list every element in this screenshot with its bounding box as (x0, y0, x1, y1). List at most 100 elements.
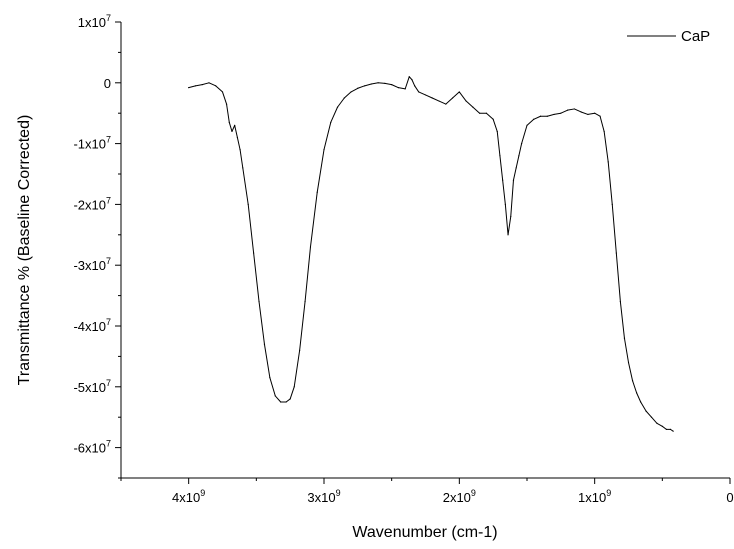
data-point (650, 416, 653, 418)
data-point (499, 155, 501, 157)
data-point (293, 386, 295, 388)
data-point (515, 167, 517, 169)
data-point (580, 111, 582, 113)
legend: CaP (627, 28, 710, 45)
x-tick-label: 2x109 (443, 488, 476, 505)
data-point (242, 167, 244, 169)
data-point (553, 113, 555, 116)
data-point (215, 85, 217, 87)
data-point (274, 395, 276, 397)
data-point (640, 401, 642, 403)
data-point (445, 103, 447, 105)
data-point (364, 85, 366, 87)
data-point (397, 87, 400, 89)
data-point (611, 203, 613, 205)
data-point (269, 377, 271, 379)
data-point (533, 118, 535, 120)
data-point (615, 252, 617, 254)
data-point (343, 97, 345, 99)
y-tick-label: -6x107 (73, 439, 111, 456)
data-point (539, 115, 542, 117)
data-point (431, 97, 433, 99)
data-point (336, 106, 339, 108)
data-point (194, 85, 197, 87)
data-point (408, 76, 410, 78)
data-point (253, 252, 255, 254)
data-point (391, 84, 393, 86)
data-point (451, 97, 454, 99)
data-point (619, 301, 621, 303)
data-point (299, 349, 301, 351)
data-point (280, 401, 282, 403)
y-tick-label: 1x107 (78, 13, 111, 30)
x-axis-title: Wavenumber (cm-1) (352, 524, 497, 541)
data-point (560, 112, 562, 114)
data-point (418, 91, 420, 93)
data-point (384, 82, 386, 85)
data-point (526, 124, 528, 126)
y-tick-label: -3x107 (73, 256, 111, 273)
data-point (518, 155, 520, 157)
data-point (247, 203, 249, 205)
data-point (627, 361, 630, 364)
data-point (234, 124, 236, 126)
data-point (239, 149, 241, 151)
data-point (304, 301, 306, 303)
data-point (599, 115, 601, 117)
data-point (309, 246, 312, 248)
data-point (623, 337, 626, 339)
y-axis-title: Transmittance % (Baseline Corrected) (16, 115, 33, 386)
data-point (225, 103, 228, 105)
data-point (285, 401, 287, 403)
data-point (472, 106, 474, 108)
data-point (236, 136, 238, 139)
data-point (573, 108, 575, 110)
data-point (607, 161, 609, 163)
data-point (350, 91, 352, 93)
data-point (507, 234, 509, 236)
data-point (496, 130, 498, 133)
data-point (289, 398, 291, 400)
data-point (438, 100, 440, 102)
data-point (208, 82, 210, 84)
series-layer (188, 76, 674, 432)
data-point (485, 112, 487, 114)
legend-label-cap: CaP (681, 28, 710, 45)
y-tick-label: -1x107 (73, 135, 111, 152)
data-point (263, 343, 266, 345)
x-tick-label: 4x109 (172, 488, 205, 505)
data-point (504, 203, 506, 205)
data-point (414, 85, 416, 87)
data-point (510, 215, 512, 218)
x-tick-label: 0 (726, 490, 733, 505)
series-line-cap (188, 76, 674, 432)
data-point (520, 143, 523, 145)
x-tick-label: 3x109 (307, 488, 340, 505)
data-point (492, 118, 494, 120)
data-point (656, 422, 658, 424)
data-point (672, 430, 674, 432)
data-point (377, 82, 379, 84)
data-point (404, 88, 406, 90)
data-point (636, 392, 638, 394)
y-axis-ticks: 1x107 0 -1x107 -2x107 -3x107 -4x107 -5x107 -6x1… (73, 13, 121, 479)
data-point (661, 425, 663, 427)
data-point (502, 179, 504, 181)
data-point (188, 87, 190, 89)
data-point (603, 130, 605, 133)
data-point (231, 130, 233, 133)
data-point (357, 87, 359, 89)
data-point (546, 115, 548, 117)
x-tick-label: 1x109 (578, 488, 611, 505)
data-point (458, 91, 460, 93)
data-point (411, 79, 413, 81)
data-point (323, 149, 325, 151)
data-point (479, 112, 481, 114)
data-point (201, 84, 203, 86)
data-point (316, 191, 318, 193)
data-point (330, 121, 332, 123)
data-point (631, 380, 634, 382)
data-point (221, 91, 224, 93)
data-point (665, 428, 667, 430)
